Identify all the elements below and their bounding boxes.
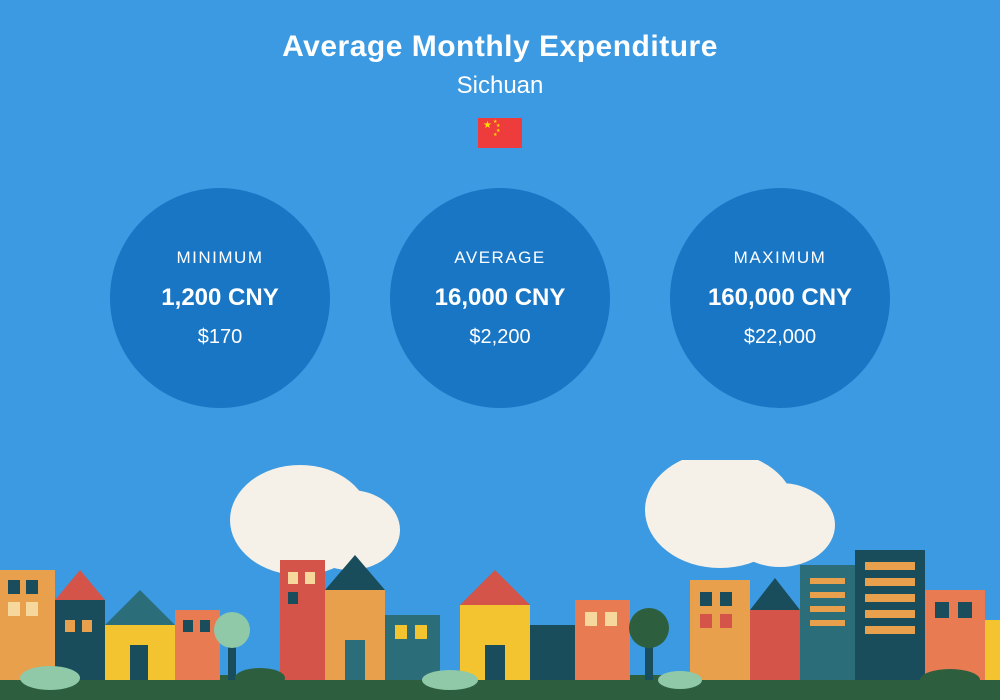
header: Average Monthly Expenditure Sichuan ★ ★ … — [0, 0, 1000, 148]
stat-circle-average: AVERAGE 16,000 CNY $2,200 — [390, 188, 610, 408]
cityscape-illustration — [0, 460, 1000, 700]
page-subtitle: Sichuan — [0, 72, 1000, 100]
stat-value: 1,200 CNY — [161, 284, 278, 312]
page-title: Average Monthly Expenditure — [0, 30, 1000, 64]
stat-value: 16,000 CNY — [435, 284, 566, 312]
stat-label: AVERAGE — [454, 248, 545, 268]
stat-usd: $2,200 — [469, 326, 530, 349]
stat-label: MAXIMUM — [734, 248, 827, 268]
stat-circle-minimum: MINIMUM 1,200 CNY $170 — [110, 188, 330, 408]
stat-value: 160,000 CNY — [708, 284, 852, 312]
stat-label: MINIMUM — [177, 248, 264, 268]
stat-circle-maximum: MAXIMUM 160,000 CNY $22,000 — [670, 188, 890, 408]
stat-usd: $170 — [198, 326, 243, 349]
china-flag-icon: ★ ★ ★ ★ ★ — [478, 118, 522, 148]
stats-row: MINIMUM 1,200 CNY $170 AVERAGE 16,000 CN… — [0, 188, 1000, 408]
stat-usd: $22,000 — [744, 326, 816, 349]
